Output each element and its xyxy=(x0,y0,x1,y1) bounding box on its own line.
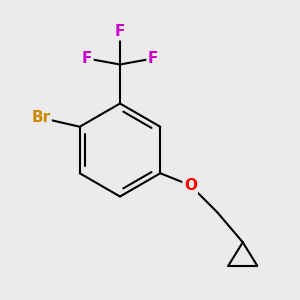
Text: F: F xyxy=(82,51,92,66)
Text: F: F xyxy=(115,24,125,39)
Text: Br: Br xyxy=(31,110,50,125)
Text: O: O xyxy=(184,178,197,193)
Text: F: F xyxy=(148,51,158,66)
